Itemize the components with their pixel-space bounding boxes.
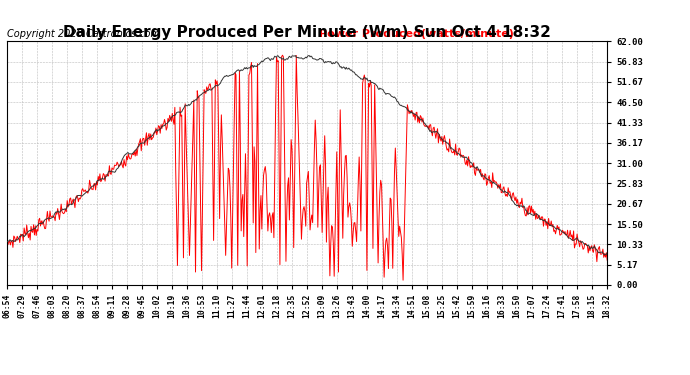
Title: Daily Energy Produced Per Minute (Wm) Sun Oct 4 18:32: Daily Energy Produced Per Minute (Wm) Su…: [63, 25, 551, 40]
Text: Copyright 2020 Cartronics.com: Copyright 2020 Cartronics.com: [7, 29, 160, 39]
Text: Power Produced(watts/minute): Power Produced(watts/minute): [319, 29, 514, 39]
